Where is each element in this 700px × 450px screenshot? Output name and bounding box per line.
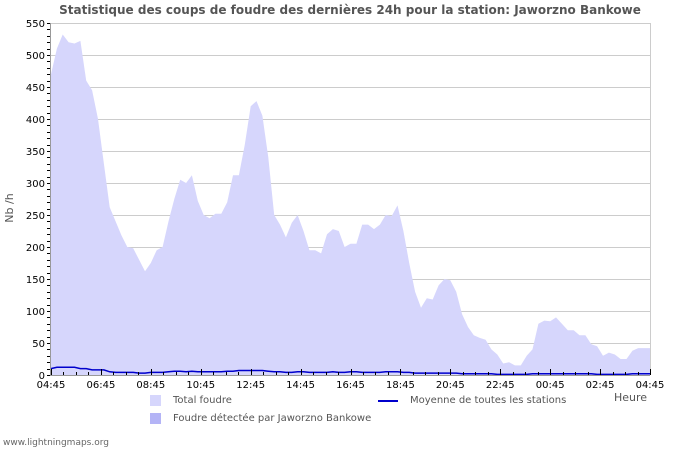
svg-text:04:45: 04:45 <box>636 380 665 391</box>
y-axis-ticks: 0 50 100 150 200 250 300 350 400 450 500 550 <box>26 19 50 382</box>
legend-total-swatch <box>150 395 161 406</box>
site-footer: www.lightningmaps.org <box>3 438 109 448</box>
svg-text:00:45: 00:45 <box>536 380 565 391</box>
legend-station-swatch <box>150 413 161 424</box>
legend-station: Foudre détectée par Jaworzno Bankowe <box>150 413 371 424</box>
svg-text:150: 150 <box>26 275 45 286</box>
svg-text:400: 400 <box>26 115 45 126</box>
svg-text:04:45: 04:45 <box>37 380 66 391</box>
x-axis-ticks: 04:45 06:45 08:45 10:45 12:45 14:45 16:45 18:45… <box>37 369 665 391</box>
svg-text:08:45: 08:45 <box>136 380 165 391</box>
svg-text:350: 350 <box>26 147 45 158</box>
legend-average-label: Moyenne de toutes les stations <box>410 395 567 406</box>
svg-text:300: 300 <box>26 179 45 190</box>
legend-station-label: Foudre détectée par Jaworzno Bankowe <box>173 413 372 424</box>
svg-text:550: 550 <box>26 19 45 30</box>
svg-text:06:45: 06:45 <box>87 380 116 391</box>
svg-text:50: 50 <box>32 339 45 350</box>
svg-text:02:45: 02:45 <box>586 380 615 391</box>
svg-text:250: 250 <box>26 211 45 222</box>
legend-total-label: Total foudre <box>173 395 232 406</box>
total-lightning-area <box>51 34 650 375</box>
axes <box>50 23 650 376</box>
svg-text:450: 450 <box>26 83 45 94</box>
svg-text:16:45: 16:45 <box>336 380 365 391</box>
svg-text:100: 100 <box>26 307 45 318</box>
svg-text:500: 500 <box>26 51 45 62</box>
svg-text:200: 200 <box>26 243 45 254</box>
svg-text:20:45: 20:45 <box>436 380 465 391</box>
legend-total: Total foudre <box>150 395 232 406</box>
y-axis-label: Nb /h <box>3 193 16 222</box>
legend-average: Moyenne de toutes les stations <box>378 395 566 406</box>
svg-text:0: 0 <box>39 371 45 382</box>
svg-text:18:45: 18:45 <box>386 380 415 391</box>
svg-text:10:45: 10:45 <box>186 380 215 391</box>
svg-text:14:45: 14:45 <box>286 380 315 391</box>
svg-text:22:45: 22:45 <box>486 380 515 391</box>
chart-title: Statistique des coups de foudre des dern… <box>59 3 641 17</box>
svg-text:12:45: 12:45 <box>236 380 265 391</box>
legend-average-swatch <box>378 399 398 402</box>
x-axis-label: Heure <box>614 391 647 404</box>
